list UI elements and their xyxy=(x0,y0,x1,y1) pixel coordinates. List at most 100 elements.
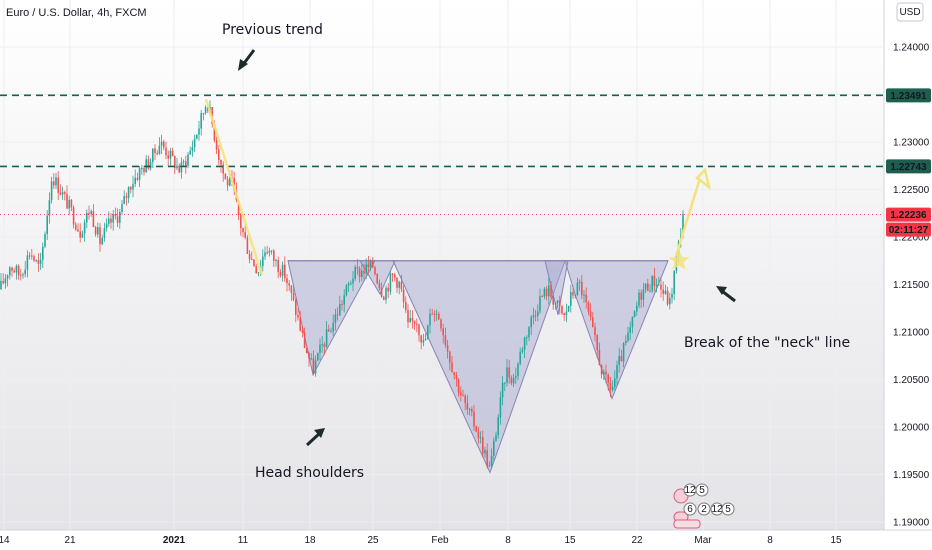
event-badge-circle[interactable] xyxy=(721,502,735,516)
candle-body xyxy=(17,265,20,275)
candle-body xyxy=(585,294,587,303)
price-tick-label: 1.21000 xyxy=(893,328,930,339)
candle-body xyxy=(473,411,475,427)
candle-body xyxy=(86,212,88,223)
candle-body xyxy=(497,417,499,436)
candle-body xyxy=(196,134,198,139)
candle-body xyxy=(72,207,75,225)
candle-body xyxy=(20,274,22,276)
candle-body xyxy=(671,294,673,299)
candle-body xyxy=(616,365,618,379)
candle-body xyxy=(306,347,308,354)
candle-body xyxy=(266,252,268,254)
event-badges[interactable]: 12 5 6 2 12 5 xyxy=(673,483,735,529)
candle-body xyxy=(222,164,224,174)
candle-body xyxy=(163,141,165,148)
candle-body xyxy=(9,267,11,276)
candle-body xyxy=(554,302,557,305)
chart-title: Euro / U.S. Dollar, 4h, FXCM xyxy=(6,7,147,19)
candle-body xyxy=(330,331,332,333)
candle-body xyxy=(506,367,508,383)
candle-body xyxy=(374,267,376,275)
candle-body xyxy=(629,327,631,333)
candle-body xyxy=(66,193,68,209)
candle-body xyxy=(515,376,517,378)
price-tick-label: 1.22000 xyxy=(893,233,930,244)
price-axis-labels: 1.23491 1.22743 1.22236 02:11:27 xyxy=(886,88,931,237)
event-badge-circle[interactable] xyxy=(695,483,709,497)
candle-body xyxy=(301,330,304,333)
candle-body xyxy=(279,272,282,276)
candle-body xyxy=(365,264,367,274)
candle-body xyxy=(158,145,161,155)
candle-body xyxy=(160,141,163,146)
candle-body xyxy=(372,259,374,268)
candle-body xyxy=(103,228,106,238)
candle-body xyxy=(563,313,565,316)
candle-body xyxy=(519,351,521,364)
candle-body xyxy=(130,187,132,190)
price-tick-label: 1.19000 xyxy=(893,518,930,529)
candle-body xyxy=(453,372,455,376)
candle-body xyxy=(438,313,440,320)
candle-body xyxy=(97,227,99,235)
candle-body xyxy=(242,228,244,233)
candle-body xyxy=(636,305,638,312)
candle-body xyxy=(376,274,378,284)
candle-body xyxy=(464,395,466,403)
candle-body xyxy=(189,150,191,155)
price-tick-label: 1.21500 xyxy=(893,280,930,291)
flag-icon[interactable] xyxy=(673,519,701,529)
candle-body xyxy=(255,266,257,274)
candle-body xyxy=(581,281,583,296)
arrow-icon-previous-trend xyxy=(238,49,256,71)
candle-body xyxy=(319,344,321,353)
candle-body xyxy=(37,260,40,264)
candle-body xyxy=(198,128,200,135)
candle-body xyxy=(297,315,299,318)
candle-body xyxy=(11,267,13,271)
candle-body xyxy=(486,450,488,467)
candle-body xyxy=(167,155,169,159)
candle-body xyxy=(134,177,136,185)
time-tick-label: 11 xyxy=(238,535,249,546)
candle-body xyxy=(215,140,218,150)
candle-body xyxy=(90,211,92,215)
candle-body xyxy=(149,162,152,169)
candle-body xyxy=(576,282,579,296)
candle-body xyxy=(299,317,301,331)
candle-body xyxy=(550,285,552,297)
candle-body xyxy=(644,283,647,290)
candle-body xyxy=(35,260,37,262)
candle-body xyxy=(200,113,202,129)
candle-body xyxy=(367,264,370,268)
candle-body xyxy=(512,377,515,384)
currency-badge[interactable]: USD xyxy=(896,2,924,22)
candle-body xyxy=(341,304,343,306)
candle-body xyxy=(466,402,469,410)
price-tick-label: 1.19500 xyxy=(893,470,930,481)
event-badge-circle[interactable] xyxy=(697,502,711,516)
time-axis[interactable]: 14 21 2021 11 18 25 Feb 8 15 22 Mar 8 15 xyxy=(0,535,842,546)
countdown-label: 02:11:27 xyxy=(889,225,929,236)
candle-body xyxy=(420,335,422,343)
candle-body xyxy=(350,283,352,285)
candle-body xyxy=(523,337,526,350)
candle-body xyxy=(583,294,585,296)
candle-body xyxy=(171,150,174,157)
candle-body xyxy=(4,278,7,284)
candle-body xyxy=(257,272,260,274)
candle-body xyxy=(413,320,416,324)
candle-body xyxy=(345,285,348,296)
candle-body xyxy=(358,268,361,278)
candle-body xyxy=(328,329,330,332)
time-tick-label: Feb xyxy=(431,535,449,546)
candle-body xyxy=(77,229,79,232)
candle-body xyxy=(347,283,350,286)
candle-body xyxy=(105,223,108,229)
candle-body xyxy=(548,285,550,297)
level-price-label: 1.23491 xyxy=(890,91,927,102)
candle-body xyxy=(673,270,675,295)
event-badge-circle[interactable] xyxy=(683,502,697,516)
